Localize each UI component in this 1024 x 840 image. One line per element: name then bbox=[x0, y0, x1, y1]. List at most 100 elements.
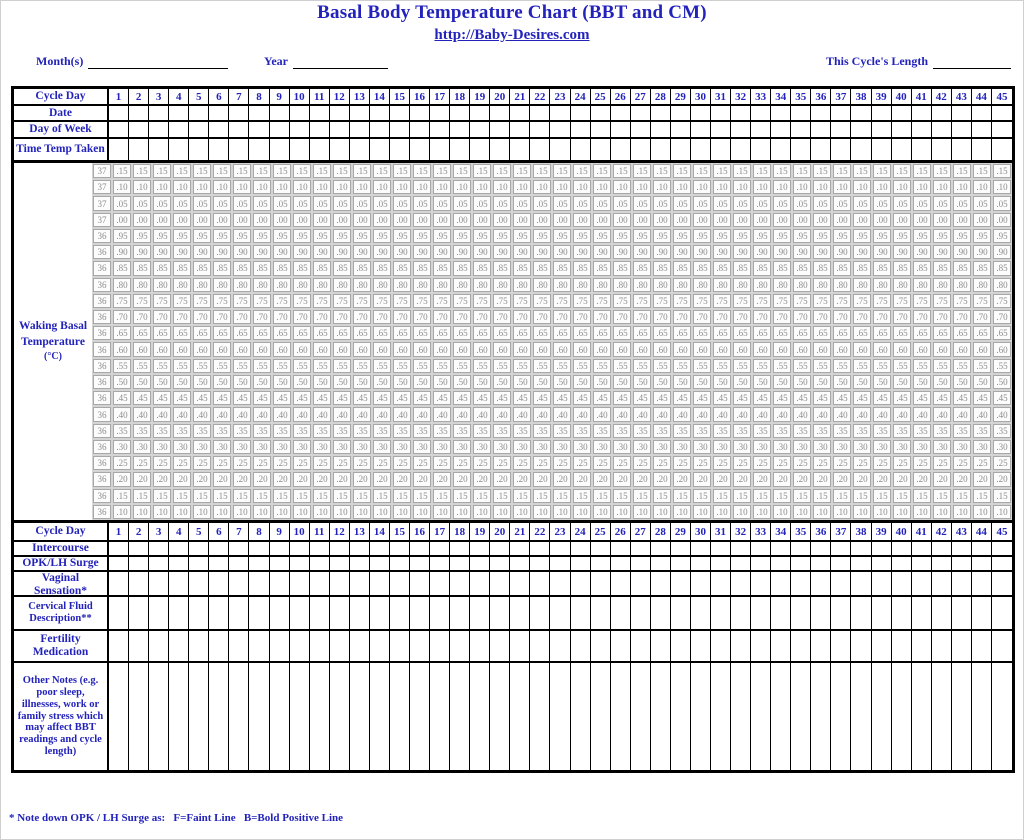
entry-cell[interactable] bbox=[972, 557, 992, 570]
temp-value-cell[interactable]: .00 bbox=[373, 212, 391, 227]
entry-cell[interactable] bbox=[691, 139, 711, 160]
entry-cell[interactable] bbox=[209, 631, 230, 661]
temp-value-cell[interactable]: .55 bbox=[393, 358, 411, 373]
temp-value-cell[interactable]: .45 bbox=[213, 391, 231, 406]
entry-cell[interactable] bbox=[611, 557, 631, 570]
temp-value-cell[interactable]: .20 bbox=[933, 472, 951, 487]
temp-value-cell[interactable]: .70 bbox=[433, 310, 451, 325]
temp-value-cell[interactable]: .55 bbox=[153, 358, 171, 373]
temp-value-cell[interactable]: .70 bbox=[113, 310, 131, 325]
temp-value-cell[interactable]: .60 bbox=[453, 342, 471, 357]
entry-cell[interactable] bbox=[169, 572, 190, 598]
entry-cell[interactable] bbox=[872, 597, 892, 629]
temp-value-cell[interactable]: .15 bbox=[593, 488, 611, 503]
entry-cell[interactable] bbox=[490, 122, 511, 137]
entry-cell[interactable] bbox=[892, 631, 912, 661]
temp-value-cell[interactable]: .10 bbox=[593, 180, 611, 195]
temp-value-cell[interactable]: .05 bbox=[753, 196, 771, 211]
temp-value-cell[interactable]: .65 bbox=[533, 326, 551, 341]
entry-cell[interactable] bbox=[270, 122, 290, 137]
temp-value-cell[interactable]: .55 bbox=[753, 358, 771, 373]
temp-value-cell[interactable]: .05 bbox=[573, 196, 591, 211]
temp-value-cell[interactable]: .30 bbox=[233, 439, 251, 455]
temp-value-cell[interactable]: .70 bbox=[553, 310, 571, 325]
temp-value-cell[interactable]: .75 bbox=[393, 293, 411, 309]
temp-value-cell[interactable]: .35 bbox=[653, 423, 671, 438]
temp-value-cell[interactable]: .15 bbox=[833, 488, 851, 503]
temp-value-cell[interactable]: .70 bbox=[613, 310, 631, 325]
entry-cell[interactable] bbox=[450, 631, 471, 661]
temp-value-cell[interactable]: .70 bbox=[313, 310, 331, 325]
entry-cell[interactable] bbox=[229, 557, 250, 570]
temp-value-cell[interactable]: .15 bbox=[413, 164, 431, 179]
temp-value-cell[interactable]: .90 bbox=[193, 245, 211, 260]
temp-value-cell[interactable]: .95 bbox=[853, 228, 871, 244]
temp-value-cell[interactable]: .00 bbox=[893, 212, 911, 227]
temp-value-cell[interactable]: .45 bbox=[973, 391, 991, 406]
temp-value-cell[interactable]: .00 bbox=[313, 212, 331, 227]
entry-cell[interactable] bbox=[310, 106, 330, 120]
entry-cell[interactable] bbox=[249, 663, 270, 770]
temp-value-cell[interactable]: .35 bbox=[113, 423, 131, 438]
temp-value-cell[interactable]: .40 bbox=[373, 407, 391, 422]
entry-cell[interactable] bbox=[691, 106, 711, 120]
temp-value-cell[interactable]: .30 bbox=[313, 439, 331, 455]
entry-cell[interactable] bbox=[490, 557, 511, 570]
temp-value-cell[interactable]: .65 bbox=[853, 326, 871, 341]
temp-value-cell[interactable]: .45 bbox=[633, 391, 651, 406]
temp-value-cell[interactable]: .05 bbox=[593, 196, 611, 211]
temp-value-cell[interactable]: .45 bbox=[253, 391, 271, 406]
temp-value-cell[interactable]: .90 bbox=[533, 245, 551, 260]
entry-cell[interactable] bbox=[270, 572, 290, 598]
entry-cell[interactable] bbox=[651, 572, 671, 598]
temp-value-cell[interactable]: .15 bbox=[953, 488, 971, 503]
temp-value-cell[interactable]: .65 bbox=[673, 326, 691, 341]
temp-value-cell[interactable]: .35 bbox=[933, 423, 951, 438]
temp-value-cell[interactable]: .40 bbox=[753, 407, 771, 422]
temp-value-cell[interactable]: .15 bbox=[553, 164, 571, 179]
temp-value-cell[interactable]: .10 bbox=[773, 180, 791, 195]
temp-value-cell[interactable]: .40 bbox=[933, 407, 951, 422]
temp-value-cell[interactable]: .10 bbox=[873, 504, 891, 519]
entry-cell[interactable] bbox=[892, 542, 912, 555]
temp-value-cell[interactable]: .25 bbox=[533, 456, 551, 471]
temp-value-cell[interactable]: .75 bbox=[633, 293, 651, 309]
temp-value-cell[interactable]: .95 bbox=[153, 228, 171, 244]
temp-value-cell[interactable]: .10 bbox=[153, 180, 171, 195]
temp-value-cell[interactable]: .35 bbox=[133, 423, 151, 438]
temp-value-cell[interactable]: .40 bbox=[973, 407, 991, 422]
entry-cell[interactable] bbox=[912, 597, 932, 629]
temp-value-cell[interactable]: .10 bbox=[213, 504, 231, 519]
temp-value-cell[interactable]: .65 bbox=[173, 326, 191, 341]
temp-value-cell[interactable]: .15 bbox=[993, 488, 1011, 503]
entry-cell[interactable] bbox=[791, 631, 812, 661]
temp-value-cell[interactable]: .15 bbox=[673, 164, 691, 179]
temp-value-cell[interactable]: .55 bbox=[933, 358, 951, 373]
temp-value-cell[interactable]: .30 bbox=[593, 439, 611, 455]
temp-value-cell[interactable]: .15 bbox=[613, 164, 631, 179]
entry-cell[interactable] bbox=[771, 139, 792, 160]
entry-cell[interactable] bbox=[370, 542, 390, 555]
temp-value-cell[interactable]: .70 bbox=[993, 310, 1011, 325]
temp-value-cell[interactable]: .10 bbox=[673, 180, 691, 195]
entry-cell[interactable] bbox=[611, 663, 631, 770]
entry-cell[interactable] bbox=[611, 597, 631, 629]
entry-cell[interactable] bbox=[952, 631, 972, 661]
temp-value-cell[interactable]: .05 bbox=[993, 196, 1011, 211]
temp-value-cell[interactable]: .80 bbox=[693, 277, 711, 292]
temp-value-cell[interactable]: .60 bbox=[233, 342, 251, 357]
entry-cell[interactable] bbox=[370, 572, 390, 598]
temp-value-cell[interactable]: .70 bbox=[473, 310, 491, 325]
temp-value-cell[interactable]: .70 bbox=[653, 310, 671, 325]
entry-cell[interactable] bbox=[671, 139, 691, 160]
temp-value-cell[interactable]: .55 bbox=[193, 358, 211, 373]
temp-value-cell[interactable]: .00 bbox=[293, 212, 311, 227]
temp-value-cell[interactable]: .55 bbox=[533, 358, 551, 373]
temp-value-cell[interactable]: .85 bbox=[413, 261, 431, 276]
temp-value-cell[interactable]: .15 bbox=[633, 488, 651, 503]
temp-value-cell[interactable]: .40 bbox=[853, 407, 871, 422]
entry-cell[interactable] bbox=[390, 631, 410, 661]
temp-value-cell[interactable]: .35 bbox=[413, 423, 431, 438]
entry-cell[interactable] bbox=[912, 542, 932, 555]
temp-value-cell[interactable]: .80 bbox=[553, 277, 571, 292]
